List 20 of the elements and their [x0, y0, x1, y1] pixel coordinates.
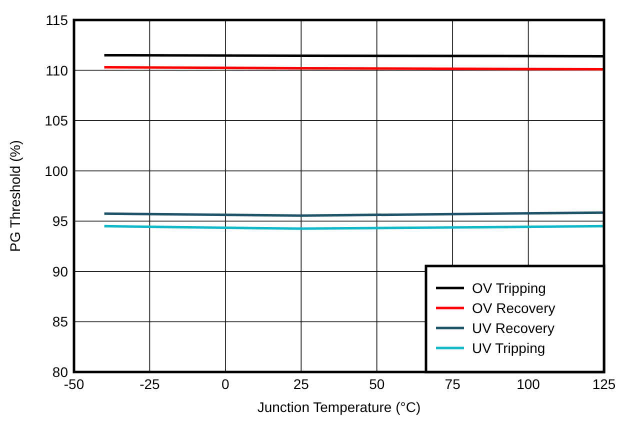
x-tick-label: -25 [140, 376, 160, 392]
y-axis-title: PG Threshold (%) [7, 140, 23, 252]
legend-label: OV Recovery [472, 300, 556, 316]
legend-label: UV Tripping [472, 340, 546, 356]
x-axis-title: Junction Temperature (°C) [257, 399, 421, 415]
y-tick-label: 95 [52, 213, 68, 230]
y-tick-label: 110 [46, 62, 68, 78]
x-tick-label: 0 [222, 376, 230, 392]
y-tick-label: 100 [44, 162, 68, 179]
y-tick-label: 90 [52, 263, 68, 280]
x-tick-label: 25 [293, 376, 310, 392]
y-tick-label: 115 [46, 12, 68, 28]
x-tick-label: 50 [369, 376, 385, 392]
x-tick-label: 100 [516, 376, 540, 392]
y-tick-label: 105 [44, 112, 68, 129]
y-tick-label: 85 [52, 314, 68, 330]
x-tick-label: 125 [592, 376, 616, 392]
legend-label: UV Recovery [472, 320, 554, 336]
x-tick-label: 75 [444, 376, 461, 392]
legend-label: OV Tripping [472, 280, 546, 296]
